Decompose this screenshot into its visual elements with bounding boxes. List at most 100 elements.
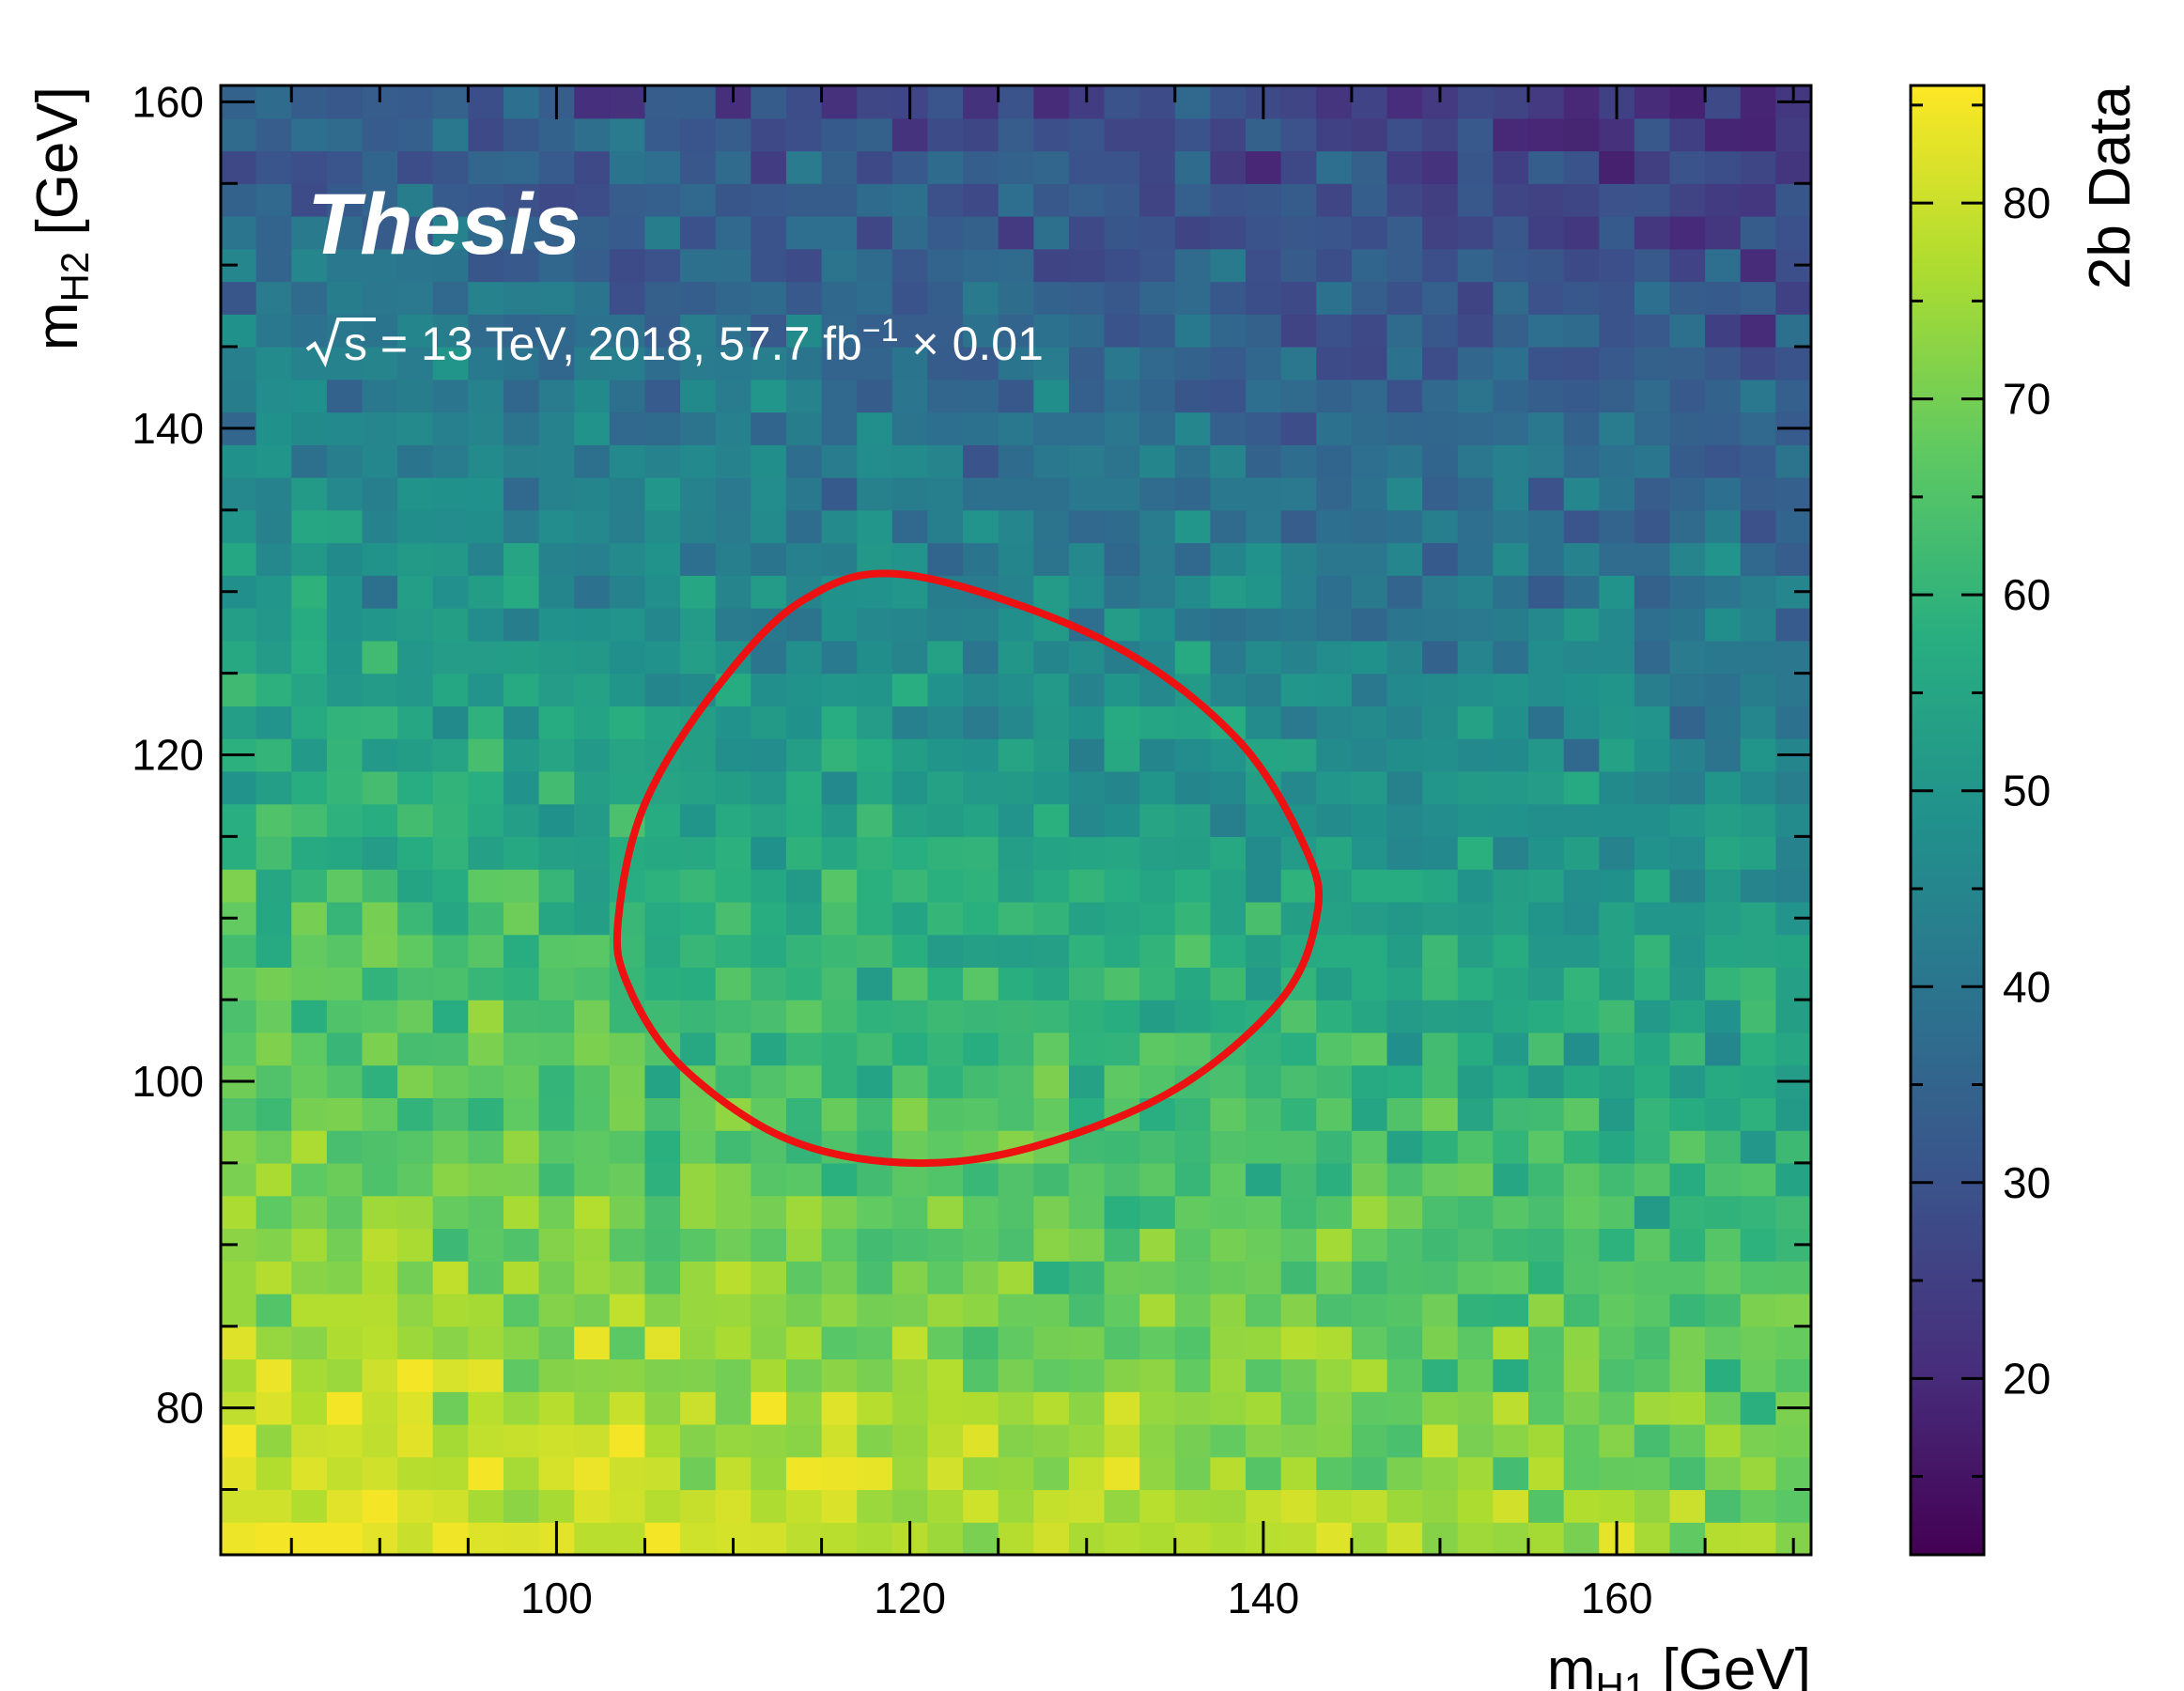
heatmap-cell [1280,738,1317,772]
heatmap-cell [503,347,540,380]
heatmap-cell [291,738,328,772]
heatmap-cell [751,477,787,511]
heatmap-cell [1316,640,1353,675]
heatmap-cell [1634,967,1671,1001]
heatmap-cell [963,1032,999,1066]
heatmap-cell [503,1162,540,1197]
heatmap-cell [1493,1064,1529,1099]
heatmap-cell [891,509,929,544]
heatmap-cell [221,1326,257,1360]
heatmap-cell [1316,379,1353,413]
heatmap-cell [1528,1391,1565,1425]
heatmap-cell [751,216,787,250]
heatmap-cell [1174,901,1212,936]
heatmap-cell [1599,314,1635,348]
heatmap-cell [1174,216,1212,250]
heatmap-cell [574,1326,611,1360]
heatmap-cell [963,477,999,511]
heatmap-cell [1174,575,1212,609]
heatmap-cell [1351,575,1388,609]
heatmap-cell [1139,967,1176,1001]
heatmap-cell [1669,1228,1706,1262]
heatmap-cell [609,1293,646,1327]
heatmap-cell [857,150,893,184]
heatmap-cell [1210,411,1247,445]
heatmap-cell [326,1326,364,1360]
heatmap-cell [785,706,823,739]
heatmap-cell [1634,1032,1671,1066]
heatmap-cell [256,509,292,544]
heatmap-cell [503,444,540,478]
heatmap-cell [927,673,964,706]
heatmap-cell [291,347,328,380]
heatmap-cell [1351,803,1388,837]
heatmap-cell [1386,85,1423,119]
heatmap-cell [256,1097,292,1131]
heatmap-cell [256,608,292,642]
heatmap-cell [751,934,787,968]
heatmap-cell [1139,477,1176,511]
heatmap-cell [326,1293,364,1327]
heatmap-cell [644,150,681,184]
heatmap-cell [1316,1000,1353,1033]
heatmap-cell [1634,444,1671,478]
heatmap-cell [1139,1391,1176,1425]
heatmap-cell [1457,85,1494,119]
heatmap-cell [821,150,858,184]
heatmap-cell [1246,248,1282,283]
heatmap-cell [432,608,469,642]
heatmap-cell [1740,869,1776,903]
heatmap-cell [715,967,751,1001]
heatmap-cell [221,836,257,870]
heatmap-cell [256,575,292,609]
heatmap-cell [927,1064,964,1099]
heatmap-cell [1386,183,1423,217]
heatmap-cell [1740,1064,1776,1099]
heatmap-cell [1669,183,1706,217]
heatmap-cell [1457,1000,1494,1033]
heatmap-cell [1246,1489,1282,1523]
heatmap-cell [680,150,717,184]
heatmap-cell [432,1522,469,1556]
heatmap-cell [1068,542,1106,576]
heatmap-cell [538,1228,575,1262]
heatmap-cell [397,347,434,380]
heatmap-cell [1528,706,1565,739]
heatmap-cell [1740,770,1776,805]
heatmap-cell [468,673,504,706]
heatmap-cell [1139,379,1176,413]
heatmap-cell [1351,1000,1388,1033]
heatmap-cell [574,1195,611,1230]
heatmap-cell [1246,183,1282,217]
heatmap-cell [256,1064,292,1099]
heatmap-cell [785,379,823,413]
heatmap-cell [1634,117,1671,152]
heatmap-cell [715,444,751,478]
heatmap-cell [1104,1162,1140,1197]
heatmap-cell [1493,347,1529,380]
colorbar-tick-label: 70 [2003,375,2051,424]
heatmap-cell [715,770,751,805]
heatmap-cell [1457,1130,1494,1164]
heatmap-cell [1422,1064,1459,1099]
heatmap-cell [1351,248,1388,283]
heatmap-cell [1740,509,1776,544]
heatmap-cell [1705,673,1742,706]
heatmap-cell [1740,150,1776,184]
heatmap-cell [1316,477,1353,511]
heatmap-cell [1528,542,1565,576]
heatmap-cell [927,738,964,772]
heatmap-cell [1210,770,1247,805]
heatmap-cell [1634,248,1671,283]
heatmap-cell [1316,1456,1353,1491]
heatmap-cell [1351,347,1388,380]
heatmap-cell [998,444,1034,478]
heatmap-cell [1139,150,1176,184]
heatmap-cell [1068,1326,1106,1360]
heatmap-cell [821,411,858,445]
heatmap-cell [291,477,328,511]
heatmap-cell [1316,1097,1353,1131]
heatmap-cell [963,509,999,544]
heatmap-cell [1457,1391,1494,1425]
heatmap-cell [1634,706,1671,739]
